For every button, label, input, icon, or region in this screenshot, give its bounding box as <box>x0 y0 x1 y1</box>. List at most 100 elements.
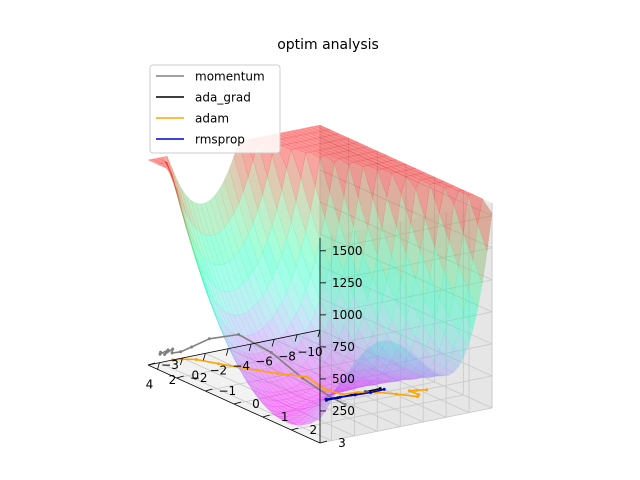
trajectory-point-adam <box>323 387 327 391</box>
surface-patch <box>290 135 307 142</box>
surface-patch <box>367 158 383 164</box>
surface-patch <box>324 129 340 135</box>
surface-patch <box>176 188 192 244</box>
surface-patch <box>357 369 374 381</box>
surface-patch <box>286 220 302 267</box>
x-tick-mark <box>317 329 321 338</box>
surface-patch <box>405 169 421 175</box>
surface-patch <box>410 174 426 181</box>
surface-patch <box>424 275 440 320</box>
surface-patch <box>458 233 474 291</box>
surface-patch <box>410 375 426 380</box>
surface-patch <box>219 318 235 347</box>
surface-patch <box>362 344 378 366</box>
surface-patch <box>209 262 225 292</box>
surface-patch <box>343 137 359 144</box>
surface-patch <box>357 379 374 387</box>
surface-patch <box>443 316 459 349</box>
surface-patch <box>362 298 378 334</box>
surface-patch <box>414 173 431 180</box>
surface-patch <box>219 263 235 292</box>
y-tick-label: −2 <box>190 371 208 385</box>
surface-patch <box>281 144 297 150</box>
surface-patch <box>353 362 369 378</box>
surface-patch <box>238 190 254 235</box>
surface-patch <box>324 141 340 148</box>
surface-patch <box>252 385 268 400</box>
surface-patch <box>386 166 402 173</box>
y-tick-label: 1 <box>281 410 289 424</box>
surface-patch <box>276 399 292 407</box>
surface-patch <box>195 259 211 302</box>
surface-patch <box>396 335 412 361</box>
surface-patch <box>362 371 378 382</box>
trajectory-point-rmsprop <box>338 395 342 399</box>
surface-patch <box>362 227 378 280</box>
surface-patch <box>367 381 383 385</box>
surface-patch <box>376 373 393 382</box>
surface-patch <box>291 421 307 426</box>
surface-patch <box>214 286 230 315</box>
surface-patch <box>334 366 349 380</box>
surface-patch <box>286 352 302 371</box>
surface-patch <box>391 348 407 369</box>
surface-patch <box>348 370 364 384</box>
surface-patch <box>200 253 216 287</box>
surface-patch <box>334 371 349 393</box>
surface-patch <box>152 157 168 164</box>
surface-patch <box>285 136 302 143</box>
surface-patch <box>372 317 388 348</box>
surface-patch <box>276 390 292 400</box>
surface-patch <box>286 373 302 387</box>
surface-patch <box>338 324 354 352</box>
legend-label-ada-grad: ada_grad <box>195 91 251 105</box>
surface-patch <box>281 389 297 398</box>
surface-patch <box>443 240 459 295</box>
surface-patch <box>248 270 263 303</box>
y-tick-label: 0 <box>252 397 260 411</box>
surface-patch <box>305 412 321 423</box>
surface-patch <box>386 172 402 227</box>
trajectory-point-adam <box>425 388 429 392</box>
surface-patch <box>367 164 383 171</box>
surface-patch <box>285 130 302 137</box>
surface-patch <box>305 355 321 373</box>
surface-patch <box>147 158 163 165</box>
trajectory-point-adam <box>276 372 280 375</box>
surface-patch <box>252 301 268 329</box>
surface-patch <box>224 337 239 366</box>
surface-patch <box>266 391 283 401</box>
surface-patch <box>262 403 278 416</box>
grid-line-z <box>319 375 493 412</box>
surface-patch <box>300 402 316 407</box>
surface-patch <box>448 347 464 368</box>
surface-patch <box>209 300 225 334</box>
surface-patch <box>352 358 368 376</box>
surface-patch <box>386 319 402 350</box>
surface-patch <box>209 281 225 312</box>
surface-patch <box>314 131 331 137</box>
z-tick-label: 1250 <box>332 276 363 290</box>
surface-patch <box>295 394 311 400</box>
surface-patch <box>338 271 354 312</box>
surface-patch <box>291 346 306 367</box>
surface-patch <box>324 191 340 247</box>
surface-patch <box>224 325 239 350</box>
surface-patch <box>391 373 407 381</box>
surface-patch <box>248 306 263 333</box>
surface-patch <box>439 187 455 242</box>
surface-patch <box>386 358 402 375</box>
surface-patch <box>295 141 312 148</box>
trajectory-point-momentum <box>179 350 183 354</box>
surface-patch <box>315 396 330 401</box>
surface-patch <box>381 366 397 379</box>
surface-patch <box>229 340 244 364</box>
surface-patch <box>343 156 359 163</box>
surface-patch <box>243 310 259 335</box>
grid-lines <box>147 125 493 444</box>
surface-patch <box>286 387 302 397</box>
z-tick-label: 250 <box>332 404 355 418</box>
surface-patch <box>190 222 206 260</box>
trajectory-point-adam <box>340 392 344 396</box>
surface-patch <box>300 392 316 399</box>
